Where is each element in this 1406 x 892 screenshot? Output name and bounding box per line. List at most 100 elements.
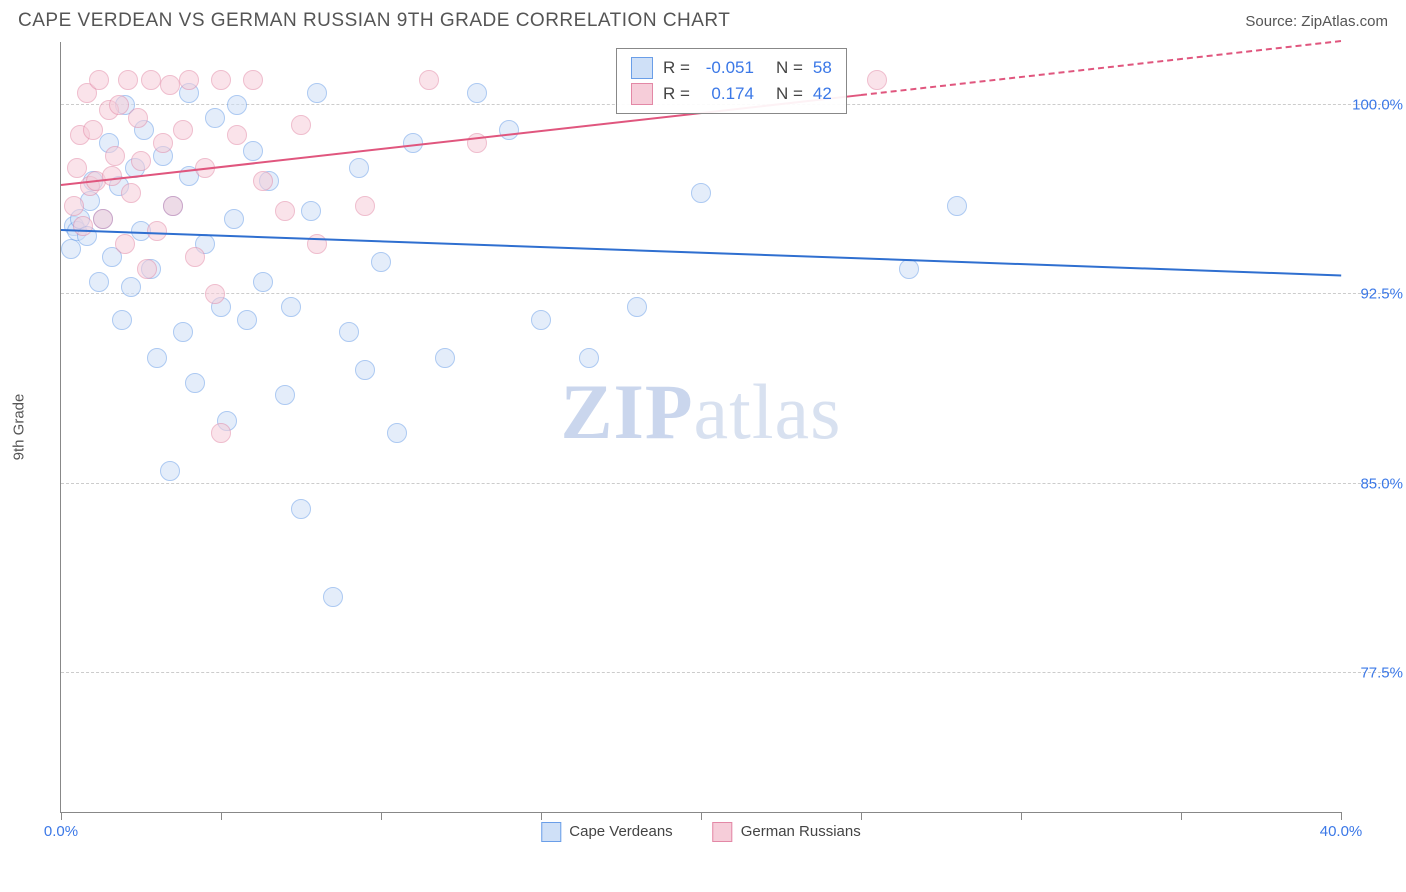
stat-n-label: N = bbox=[776, 81, 803, 107]
scatter-point bbox=[109, 95, 129, 115]
scatter-point bbox=[499, 120, 519, 140]
scatter-point bbox=[227, 95, 247, 115]
x-tick bbox=[701, 812, 702, 820]
stat-r-value: 0.174 bbox=[700, 81, 754, 107]
stat-n-value: 42 bbox=[813, 81, 832, 107]
y-tick-label: 92.5% bbox=[1348, 286, 1403, 303]
scatter-point bbox=[339, 322, 359, 342]
scatter-point bbox=[947, 196, 967, 216]
scatter-point bbox=[121, 183, 141, 203]
chart-header: CAPE VERDEAN VS GERMAN RUSSIAN 9TH GRADE… bbox=[0, 0, 1406, 38]
scatter-point bbox=[211, 423, 231, 443]
stat-r-label: R = bbox=[663, 81, 690, 107]
scatter-point bbox=[243, 70, 263, 90]
scatter-point bbox=[128, 108, 148, 128]
scatter-point bbox=[211, 70, 231, 90]
stat-n-label: N = bbox=[776, 55, 803, 81]
scatter-point bbox=[205, 284, 225, 304]
scatter-point bbox=[131, 151, 151, 171]
source-attribution: Source: ZipAtlas.com bbox=[1245, 13, 1388, 30]
scatter-point bbox=[93, 209, 113, 229]
scatter-point bbox=[243, 141, 263, 161]
plot-area: 9th Grade ZIPatlas 77.5%85.0%92.5%100.0%… bbox=[60, 42, 1341, 813]
scatter-point bbox=[435, 348, 455, 368]
y-tick-label: 85.0% bbox=[1348, 475, 1403, 492]
source-name: ZipAtlas.com bbox=[1301, 13, 1388, 30]
watermark-rest: atlas bbox=[694, 368, 842, 455]
scatter-point bbox=[253, 272, 273, 292]
scatter-point bbox=[291, 115, 311, 135]
legend-label: German Russians bbox=[741, 823, 861, 840]
scatter-point bbox=[237, 310, 257, 330]
scatter-point bbox=[467, 83, 487, 103]
x-tick bbox=[1341, 812, 1342, 820]
scatter-point bbox=[291, 499, 311, 519]
scatter-point bbox=[173, 120, 193, 140]
gridline-h bbox=[61, 483, 1391, 484]
scatter-point bbox=[73, 216, 93, 236]
trend-line bbox=[861, 40, 1341, 96]
scatter-point bbox=[355, 360, 375, 380]
x-tick-label: 40.0% bbox=[1320, 823, 1363, 840]
scatter-point bbox=[371, 252, 391, 272]
legend-label: Cape Verdeans bbox=[569, 823, 672, 840]
scatter-point bbox=[275, 201, 295, 221]
legend-swatch bbox=[631, 57, 653, 79]
scatter-point bbox=[349, 158, 369, 178]
scatter-point bbox=[160, 461, 180, 481]
scatter-point bbox=[579, 348, 599, 368]
watermark-bold: ZIP bbox=[561, 368, 694, 455]
stat-r-label: R = bbox=[663, 55, 690, 81]
legend-item: Cape Verdeans bbox=[541, 822, 672, 842]
legend-swatch bbox=[541, 822, 561, 842]
legend-swatch bbox=[631, 83, 653, 105]
scatter-point bbox=[205, 108, 225, 128]
scatter-point bbox=[64, 196, 84, 216]
scatter-point bbox=[137, 259, 157, 279]
legend-swatch bbox=[713, 822, 733, 842]
x-tick bbox=[1021, 812, 1022, 820]
scatter-point bbox=[691, 183, 711, 203]
scatter-point bbox=[627, 297, 647, 317]
scatter-point bbox=[355, 196, 375, 216]
scatter-point bbox=[121, 277, 141, 297]
scatter-point bbox=[105, 146, 125, 166]
scatter-point bbox=[179, 70, 199, 90]
scatter-point bbox=[102, 166, 122, 186]
y-axis-label: 9th Grade bbox=[11, 394, 28, 461]
scatter-point bbox=[153, 133, 173, 153]
scatter-point bbox=[112, 310, 132, 330]
scatter-point bbox=[301, 201, 321, 221]
scatter-point bbox=[173, 322, 193, 342]
stat-r-value: -0.051 bbox=[700, 55, 754, 81]
scatter-point bbox=[323, 587, 343, 607]
x-tick bbox=[221, 812, 222, 820]
x-tick bbox=[1181, 812, 1182, 820]
gridline-h bbox=[61, 672, 1391, 673]
scatter-point bbox=[163, 196, 183, 216]
scatter-point bbox=[89, 70, 109, 90]
x-tick-label: 0.0% bbox=[44, 823, 78, 840]
chart-container: 9th Grade ZIPatlas 77.5%85.0%92.5%100.0%… bbox=[60, 42, 1356, 813]
scatter-point bbox=[115, 234, 135, 254]
scatter-point bbox=[531, 310, 551, 330]
scatter-point bbox=[141, 70, 161, 90]
scatter-point bbox=[118, 70, 138, 90]
scatter-point bbox=[83, 120, 103, 140]
scatter-point bbox=[281, 297, 301, 317]
scatter-point bbox=[419, 70, 439, 90]
scatter-point bbox=[147, 348, 167, 368]
scatter-point bbox=[899, 259, 919, 279]
scatter-point bbox=[227, 125, 247, 145]
x-tick bbox=[861, 812, 862, 820]
scatter-point bbox=[224, 209, 244, 229]
legend-item: German Russians bbox=[713, 822, 861, 842]
scatter-point bbox=[185, 247, 205, 267]
scatter-point bbox=[67, 158, 87, 178]
x-tick bbox=[541, 812, 542, 820]
y-tick-label: 77.5% bbox=[1348, 665, 1403, 682]
stats-legend-row: R = 0.174 N = 42 bbox=[631, 81, 832, 107]
scatter-point bbox=[867, 70, 887, 90]
scatter-point bbox=[307, 83, 327, 103]
scatter-point bbox=[185, 373, 205, 393]
